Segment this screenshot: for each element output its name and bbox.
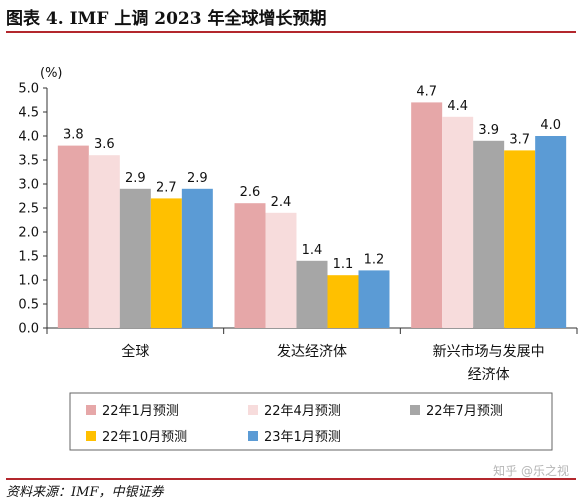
data-label: 4.4: [447, 99, 468, 114]
data-label: 3.8: [63, 128, 84, 143]
data-label: 2.9: [125, 171, 146, 186]
y-tick-label: 4.5: [18, 106, 39, 121]
y-tick-label: 3.0: [18, 178, 39, 193]
data-label: 2.4: [271, 195, 292, 210]
bar: [327, 275, 359, 328]
data-label: 1.2: [364, 252, 385, 267]
x-category-label: 发达经济体: [277, 344, 347, 360]
bar: [265, 212, 297, 328]
legend-label: 22年4月预测: [264, 404, 341, 419]
source-rule: [6, 478, 576, 480]
y-tick-label: 4.0: [18, 130, 39, 145]
legend-swatch: [248, 405, 258, 415]
y-tick-label: 1.0: [18, 274, 39, 289]
data-label: 1.4: [302, 243, 323, 258]
data-label: 3.9: [478, 123, 499, 138]
bar: [473, 140, 505, 328]
bar: [234, 203, 266, 328]
legend-swatch: [410, 405, 420, 415]
watermark: 知乎 @乐之视: [493, 464, 569, 478]
y-tick-label: 2.5: [18, 202, 39, 217]
bar: [150, 198, 182, 328]
title-rule: [6, 31, 576, 33]
bar-chart: (%) 0.0 0.5 1.0 1.5 2.0 2.5 3.0 3.5 4.0 4.5 5.0 3.8 3…: [18, 66, 578, 451]
data-label: 1.1: [333, 257, 354, 272]
y-tick-label: 2.0: [18, 226, 39, 241]
bar: [57, 145, 89, 328]
legend-box: [69, 392, 553, 451]
bar: [504, 150, 536, 328]
legend-swatch: [86, 431, 96, 441]
legend-label: 22年1月预测: [102, 404, 179, 419]
bar: [411, 102, 443, 329]
data-label: 2.7: [156, 180, 177, 195]
y-unit-label: (%): [40, 66, 63, 81]
data-label: 4.0: [540, 118, 561, 133]
y-tick-label: 0.5: [18, 298, 39, 313]
data-label: 2.9: [187, 171, 208, 186]
bar: [358, 270, 390, 328]
data-label: 3.7: [509, 132, 530, 147]
legend-label: 22年7月预测: [426, 404, 503, 419]
source-note: 资料来源：IMF，中银证券: [6, 485, 164, 500]
y-tick-label: 0.0: [18, 322, 39, 337]
data-label: 2.6: [240, 185, 261, 200]
y-tick-label: 1.5: [18, 250, 39, 265]
bar: [181, 188, 213, 328]
data-label: 3.6: [94, 137, 115, 152]
x-category-label: 全球: [121, 343, 149, 360]
y-tick-label: 5.0: [18, 82, 39, 97]
x-category-label: 新兴市场与发展中: [433, 343, 545, 360]
legend-label: 23年1月预测: [264, 430, 341, 445]
x-category-label: 经济体: [468, 367, 510, 383]
bar: [119, 188, 151, 328]
bar: [535, 136, 567, 328]
bar: [442, 116, 474, 328]
legend-swatch: [248, 431, 258, 441]
legend-swatch: [86, 405, 96, 415]
bar: [88, 155, 120, 328]
bar: [296, 260, 328, 328]
legend-label: 22年10月预测: [102, 430, 187, 445]
data-label: 4.7: [416, 84, 437, 99]
figure-title: 图表 4. IMF 上调 2023 年全球增长预期: [6, 9, 327, 29]
y-tick-label: 3.5: [18, 154, 39, 169]
